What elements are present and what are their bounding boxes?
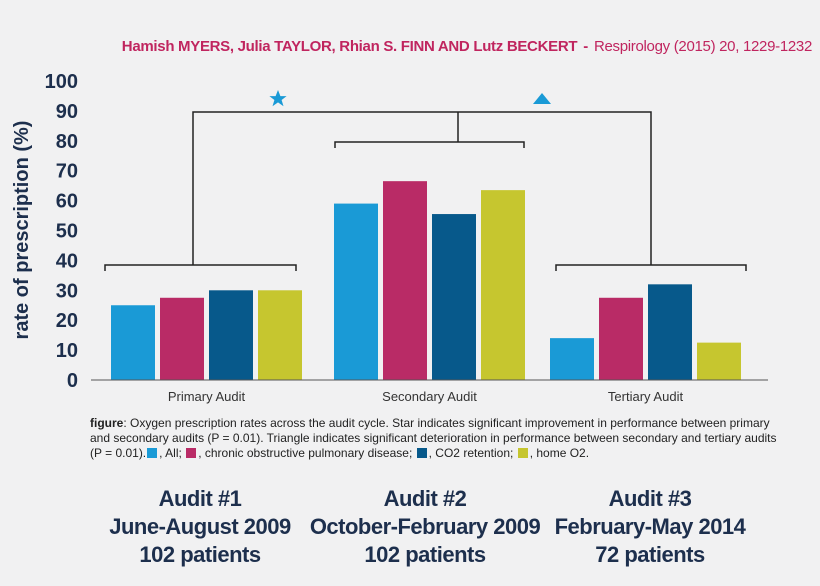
bracket-connector [192, 111, 652, 265]
bar [599, 297, 643, 380]
significance-brackets [104, 111, 747, 271]
bar-chart: 0 10 20 30 40 50 60 70 80 90 100 rate of prescript… [11, 71, 768, 404]
star-icon [269, 90, 287, 107]
x-category-label: Primary Audit [168, 389, 246, 404]
bar [550, 338, 594, 380]
y-axis-ticks: 0 10 20 30 40 50 60 70 80 90 100 [45, 71, 78, 392]
bar [209, 290, 253, 380]
audit-patients: 102 patients [364, 542, 486, 567]
triangle-icon [533, 93, 551, 104]
y-tick-label: 20 [56, 310, 78, 332]
citation-separator: - [583, 38, 588, 55]
bar [111, 305, 155, 380]
bar [258, 290, 302, 380]
y-axis-label: rate of prescription (%) [11, 121, 33, 340]
audit-title: Audit #2 [383, 486, 467, 511]
legend-entry-copd: , chronic obstructive pulmonary disease; [198, 446, 413, 460]
bars [111, 181, 741, 380]
bar [648, 284, 692, 380]
bracket-secondary [334, 141, 525, 148]
audit-patients: 102 patients [139, 542, 261, 567]
y-tick-label: 40 [56, 250, 78, 272]
citation-authors: Hamish MYERS, Julia TAYLOR, Rhian S. FIN… [121, 38, 578, 55]
legend-swatch-copd [186, 448, 197, 458]
audit-2: Audit #2 October-February 2009 102 patie… [295, 485, 555, 569]
audit-summaries: Audit #1 June-August 2009 102 patients A… [0, 485, 820, 585]
audit-period: February-May 2014 [554, 514, 746, 539]
caption-text: : Oxygen prescription rates across the a… [90, 416, 777, 460]
audit-patients: 72 patients [595, 542, 705, 567]
y-tick-label: 0 [67, 370, 78, 392]
citation: Hamish MYERS, Julia TAYLOR, Rhian S. FIN… [0, 38, 813, 55]
audit-1: Audit #1 June-August 2009 102 patients [70, 485, 330, 569]
audit-title: Audit #3 [608, 486, 692, 511]
x-category-label: Tertiary Audit [608, 389, 684, 404]
category-labels: Primary Audit Secondary Audit Tertiary Aud… [168, 389, 684, 404]
bar [697, 342, 741, 380]
x-category-label: Secondary Audit [382, 389, 477, 404]
y-tick-label: 70 [56, 161, 78, 183]
bracket-tertiary [555, 264, 747, 271]
bar [432, 214, 476, 380]
legend-entry-all: , All; [159, 446, 182, 460]
audit-3: Audit #3 February-May 2014 72 patients [520, 485, 780, 569]
y-tick-label: 60 [56, 191, 78, 213]
audit-title: Audit #1 [158, 486, 242, 511]
bar [160, 297, 204, 380]
y-tick-label: 10 [56, 340, 78, 362]
y-tick-label: 80 [56, 131, 78, 153]
y-tick-label: 50 [56, 221, 78, 243]
bar [481, 190, 525, 380]
y-tick-label: 30 [56, 280, 78, 302]
legend-entry-homeo2: , home O2. [529, 446, 590, 460]
legend-swatch-co2 [416, 448, 427, 458]
legend-entry-co2: , CO2 retention; [428, 446, 514, 460]
figure-caption: figure: Oxygen prescription rates across… [90, 416, 780, 461]
y-tick-label: 90 [56, 101, 78, 123]
audit-period: June-August 2009 [109, 514, 291, 539]
bar [334, 203, 378, 380]
bar [383, 181, 427, 380]
audit-period: October-February 2009 [309, 514, 541, 539]
caption-label: figure [90, 416, 124, 430]
citation-journal: Respirology (2015) 20, 1229-1232 [593, 38, 812, 55]
legend-swatch-homeo2 [517, 448, 528, 458]
bracket-primary [104, 264, 297, 271]
legend-swatch-all [147, 448, 158, 458]
y-tick-label: 100 [45, 71, 78, 93]
